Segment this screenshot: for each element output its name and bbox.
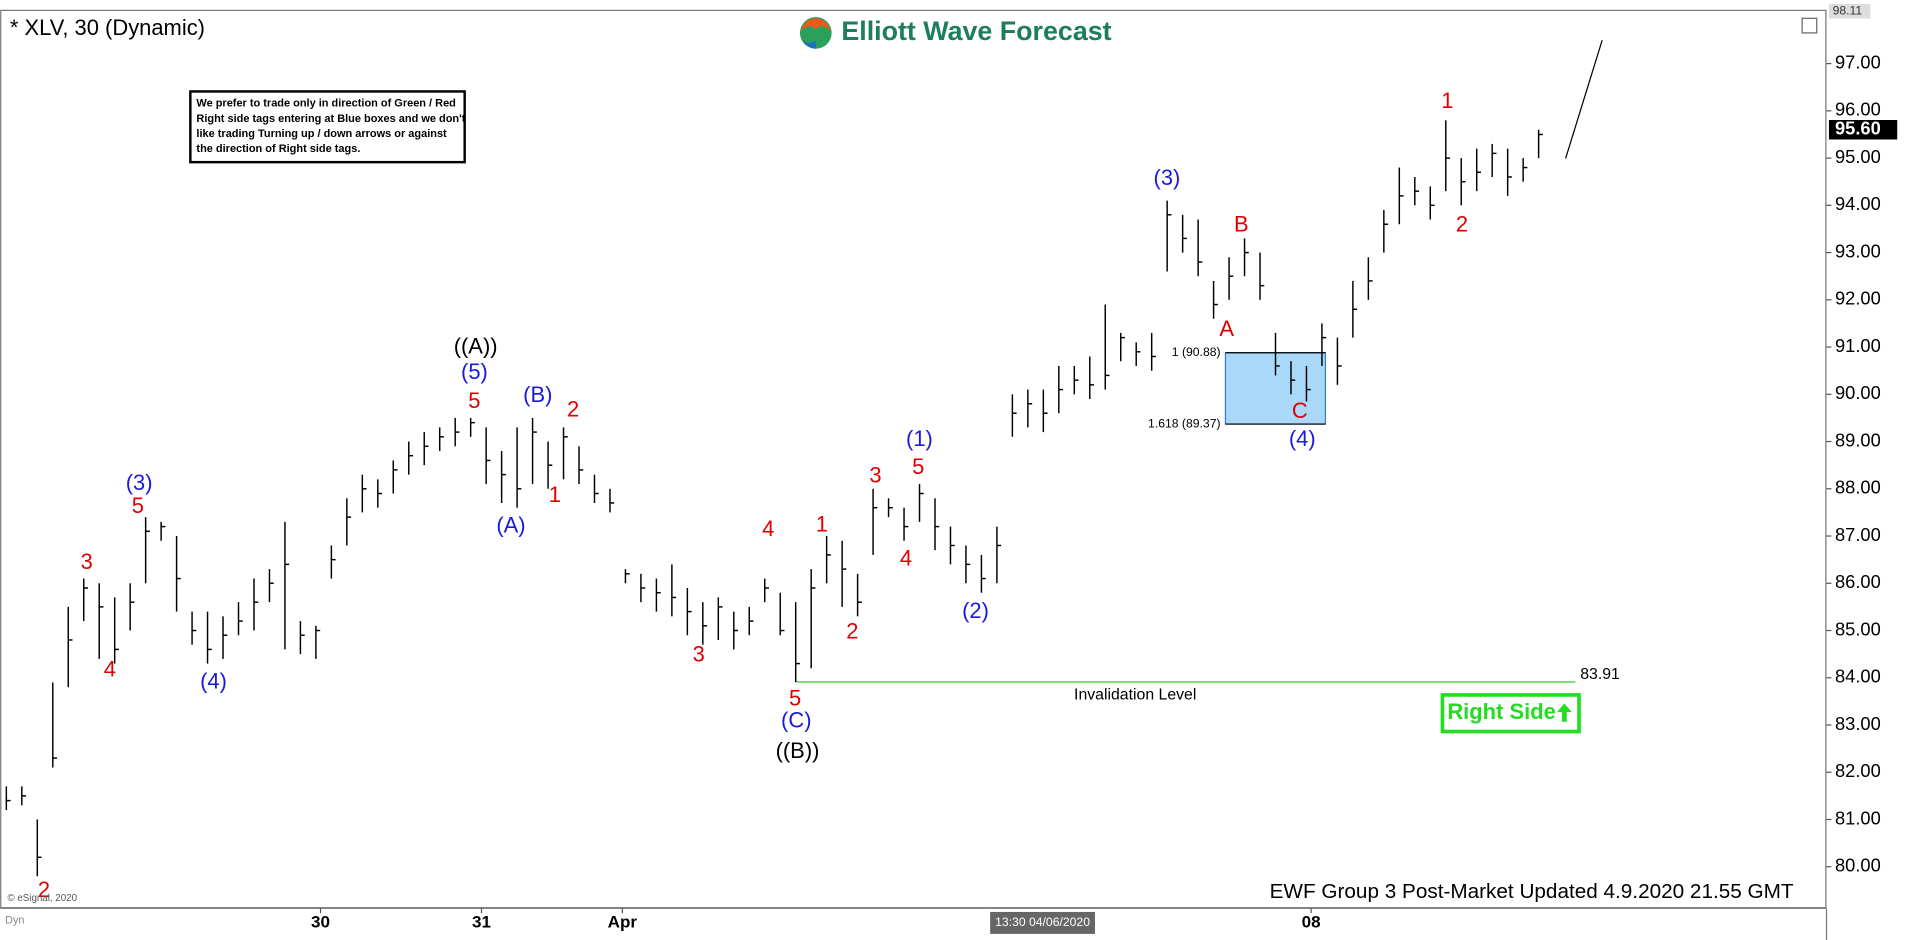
y-tick-label: 81.00	[1835, 807, 1881, 828]
wave-label: C	[1292, 398, 1308, 423]
fib-label: 1 (90.88)	[1172, 345, 1221, 359]
x-tick-label: 30	[311, 912, 330, 931]
wave-label: 3	[81, 549, 93, 574]
right-side-tag: Right Side	[1440, 693, 1581, 734]
y-tick-label: 87.00	[1835, 524, 1881, 545]
y-tick-label: 89.00	[1835, 429, 1881, 450]
logo-icon-part	[801, 36, 816, 49]
logo-icon-part	[801, 18, 831, 33]
y-tick-label: 94.00	[1835, 193, 1881, 214]
wave-label: A	[1219, 316, 1234, 341]
projection-line	[1565, 40, 1603, 159]
right-side-arrow	[1557, 703, 1572, 722]
y-tick-label: 82.00	[1835, 760, 1881, 781]
y-tick-label: 86.00	[1835, 571, 1881, 592]
wave-label: 2	[567, 397, 579, 422]
wave-label: (5)	[461, 359, 488, 384]
wave-label: (4)	[1289, 426, 1316, 451]
wave-label: ((B))	[776, 738, 820, 763]
y-tick-label: 90.00	[1835, 382, 1881, 403]
wave-label: 2	[846, 619, 858, 644]
y-tick-label: 92.00	[1835, 288, 1881, 309]
right-side-box	[1440, 693, 1581, 734]
x-tick-label: 08	[1302, 912, 1321, 931]
last-price-label: 95.60	[1835, 118, 1881, 139]
corner-label: Dyn	[5, 914, 25, 926]
symbol-title: * XLV, 30 (Dynamic)	[10, 15, 205, 40]
y-tick-label: 95.00	[1835, 146, 1881, 167]
wave-label: 4	[762, 516, 774, 541]
wave-label: (B)	[523, 382, 552, 407]
wave-label: 3	[869, 463, 881, 488]
wave-label: 5	[912, 454, 924, 479]
x-tick-label: Apr	[608, 912, 638, 931]
y-tick-label: 97.00	[1835, 51, 1881, 72]
note-line: Right side tags entering at Blue boxes a…	[196, 113, 465, 125]
top-price-badge	[1828, 3, 1871, 19]
x-tick-label: 31	[472, 912, 491, 931]
wave-label: 1	[1441, 88, 1453, 113]
wave-label: (1)	[906, 426, 933, 451]
y-tick-label: 93.00	[1835, 240, 1881, 261]
fib-label: 1.618 (89.37)	[1148, 416, 1221, 430]
cursor-label: 13:30 04/06/2020	[995, 915, 1090, 929]
last-price-badge	[1828, 119, 1898, 140]
y-tick-label: 83.00	[1835, 713, 1881, 734]
y-tick-label: 91.00	[1835, 335, 1881, 356]
y-tick-label: 88.00	[1835, 477, 1881, 498]
right-side-label: Right Side	[1447, 699, 1555, 724]
y-tick-label: 80.00	[1835, 855, 1881, 876]
wave-label: 5	[789, 686, 801, 711]
wave-label: 1	[816, 511, 828, 536]
wave-label: (3)	[1154, 165, 1181, 190]
wave-label: 4	[104, 656, 116, 681]
note-line: the direction of Right side tags.	[196, 143, 360, 155]
wave-label: 5	[468, 388, 480, 413]
y-tick-label: 85.00	[1835, 618, 1881, 639]
wave-label: (3)	[126, 470, 153, 495]
y-tick-label: 96.00	[1835, 99, 1881, 120]
note-line: like trading Turning up / down arrows or…	[196, 128, 447, 140]
note-line: We prefer to trade only in direction of …	[196, 98, 455, 110]
note-box	[189, 90, 466, 164]
wave-label: B	[1234, 211, 1249, 236]
cursor-badge	[990, 911, 1095, 934]
wave-label: 2	[38, 877, 50, 902]
wave-label: 1	[549, 482, 561, 507]
wave-label: ((A))	[454, 333, 498, 358]
wave-label: 2	[1456, 211, 1468, 236]
wave-label: (A)	[496, 512, 525, 537]
top-price-label: 98.11	[1833, 3, 1863, 17]
wave-label: 5	[132, 493, 144, 518]
footer: EWF Group 3 Post-Market Updated 4.9.2020…	[1270, 880, 1794, 903]
wave-label: 3	[693, 642, 705, 667]
logo: Elliott Wave Forecast	[799, 16, 1112, 49]
y-tick-label: 84.00	[1835, 666, 1881, 687]
window-button[interactable]	[1801, 17, 1818, 34]
invalidation-label: Invalidation Level	[1074, 687, 1196, 704]
wave-label: (4)	[200, 669, 227, 694]
brand-name: Elliott Wave Forecast	[841, 16, 1111, 46]
wave-label: (C)	[781, 708, 811, 733]
wave-label: (2)	[962, 598, 989, 623]
copyright: © eSignal, 2020	[7, 893, 77, 904]
wave-label: 4	[900, 545, 912, 570]
invalidation-value: 83.91	[1580, 666, 1620, 683]
